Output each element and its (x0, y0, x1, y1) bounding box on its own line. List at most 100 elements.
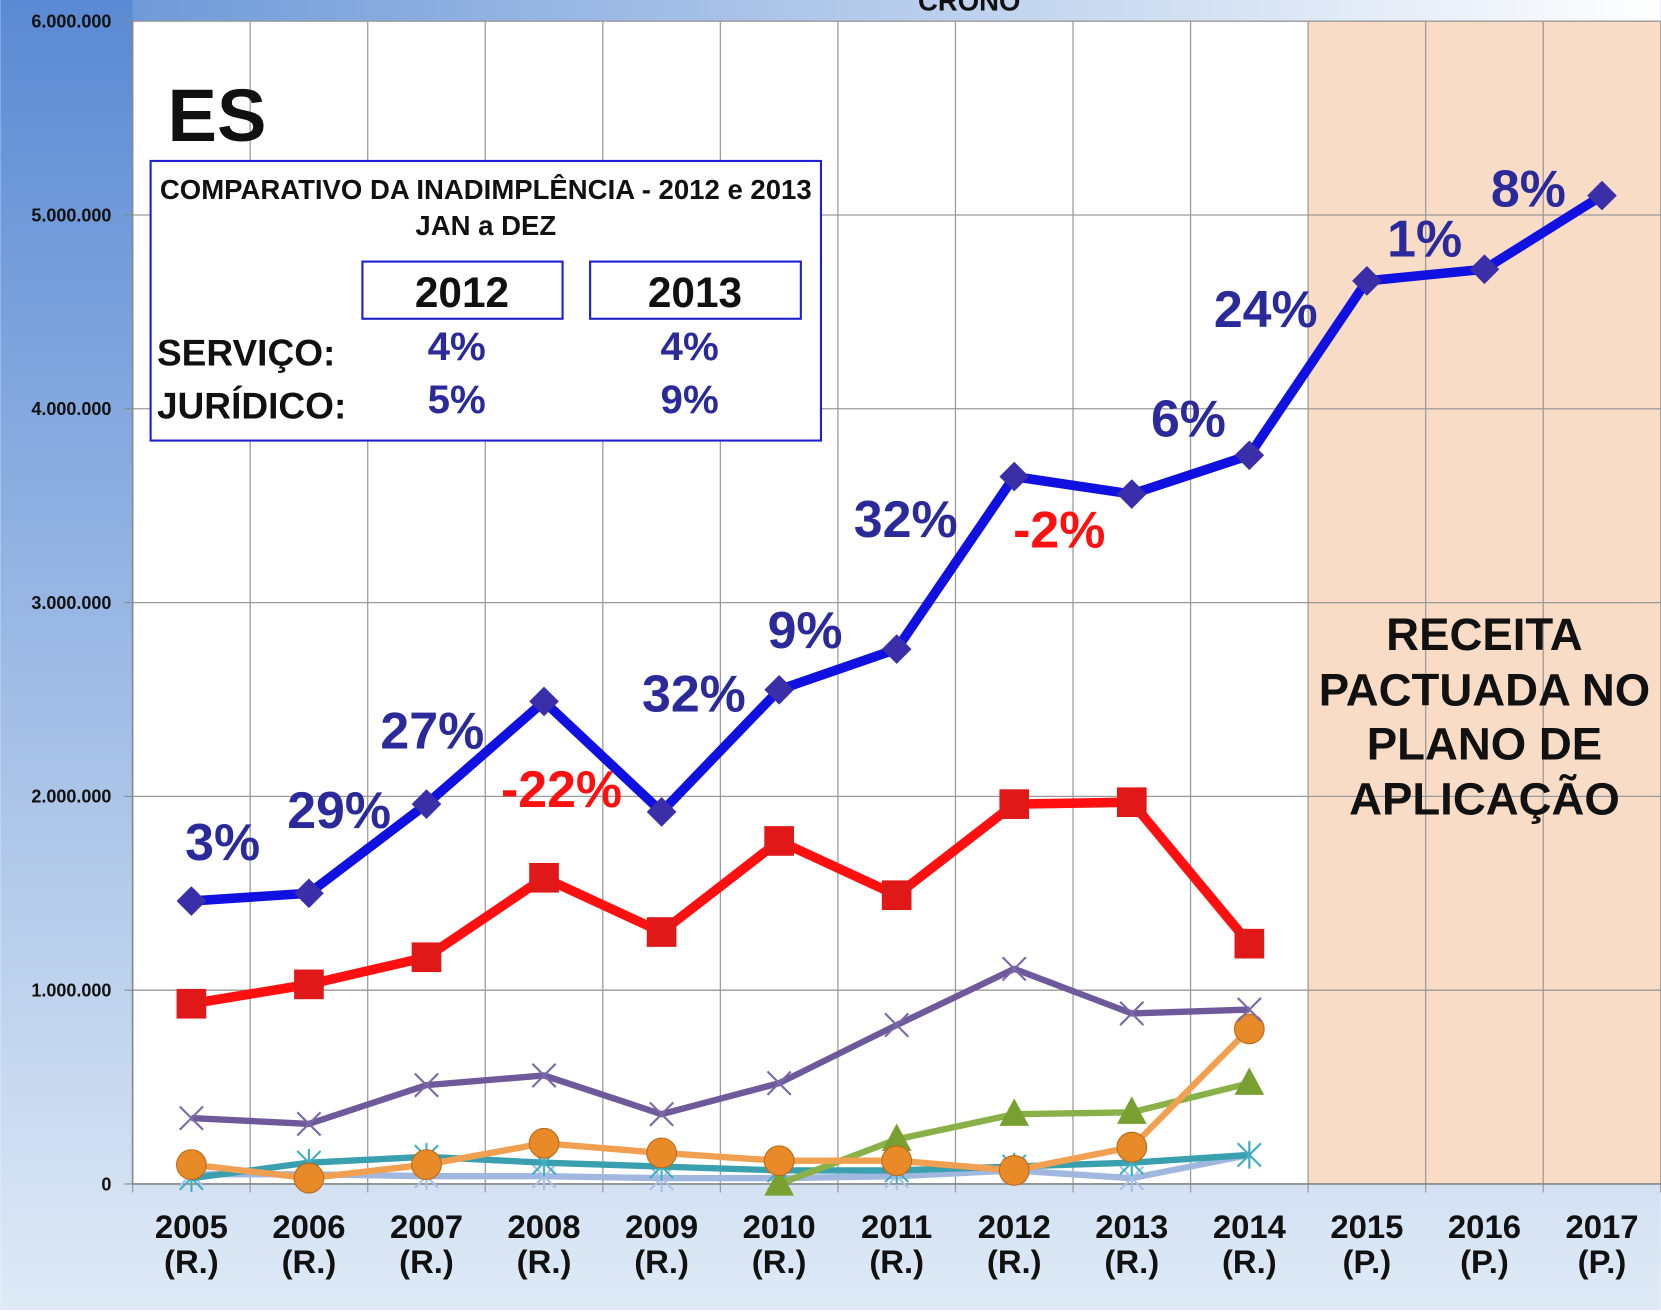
column-box (361, 260, 564, 320)
y-tick-label: 4.000.000 (31, 399, 111, 419)
table-row-label: JURÍDICO: (157, 384, 346, 426)
table-cell: 4% (428, 324, 486, 369)
table-cell: 4% (661, 324, 719, 369)
table-row-label: SERVIÇO: (157, 331, 335, 373)
region-label: ES (168, 74, 267, 157)
annotation: 32% (854, 490, 958, 548)
x-tick-label-box: 2005 (R.) (154, 1210, 228, 1280)
marker (294, 969, 324, 1000)
table-column: 2012 (415, 269, 509, 316)
annotation: -2% (1013, 501, 1105, 559)
marker (881, 1123, 912, 1152)
marker (293, 1162, 325, 1194)
annotation: -22% (501, 760, 622, 818)
column-box (589, 260, 802, 320)
marker (998, 1155, 1030, 1186)
annotation: 24% (1214, 280, 1318, 338)
x-tick-label: 2013 (R.) (1095, 1210, 1169, 1280)
x-tick-label-box: 2006 (R.) (272, 1210, 346, 1280)
x-tick-label: 2005 (R.) (154, 1210, 228, 1280)
table-cell: 5% (428, 377, 486, 422)
x-tick-label: 2012 (R.) (977, 1210, 1051, 1280)
marker (1116, 479, 1147, 509)
marker (1233, 1013, 1265, 1045)
series-line (190, 1151, 1250, 1182)
y-tick-label: 3.000.000 (31, 593, 111, 613)
marker (1587, 180, 1617, 211)
annotation: 29% (287, 781, 391, 839)
projection-text: RECEITA PACTUADA NO PLANO DE APLICAÇÃO (1318, 609, 1651, 825)
x-tick-label-box: 2011 (R.) (861, 1210, 933, 1280)
marker (763, 1145, 795, 1177)
series-line (191, 1026, 1252, 1182)
annotation: 1% (1387, 209, 1462, 267)
y-tick-label: 1.000.000 (31, 981, 111, 1001)
info-box (149, 159, 823, 442)
top-band (132, 0, 1661, 22)
x-tick-label: 2014 (R.) (1212, 1210, 1286, 1280)
y-tick-label: 0 (101, 1174, 111, 1194)
x-tick-label-box: 2012 (R.) (977, 1210, 1051, 1280)
table-title-box: COMPARATIVO DA INADIMPLÊNCIA - 2012 e 20… (159, 173, 812, 242)
y-tick-label: 5.000.000 (31, 205, 111, 225)
table-title: COMPARATIVO DA INADIMPLÊNCIA - 2012 e 20… (159, 173, 812, 242)
x-tick-label-box: 2014 (R.) (1212, 1210, 1286, 1280)
y-tick-label: 6.000.000 (31, 12, 111, 32)
series-line (190, 797, 1254, 1009)
x-tick-label: 2010 (R.) (742, 1210, 816, 1280)
marker (1234, 928, 1265, 959)
marker (1234, 1067, 1265, 1095)
marker (649, 1101, 674, 1127)
marker (764, 826, 794, 856)
x-tick-label: 2006 (R.) (272, 1210, 346, 1280)
chart-title: CRONO (918, 0, 1020, 17)
y-tick-label: 2.000.000 (31, 787, 111, 807)
marker (999, 461, 1030, 492)
table-cell: 9% (661, 377, 719, 422)
marker (1116, 787, 1147, 818)
x-tick-label: 2017 (P.) (1565, 1210, 1639, 1280)
marker (1469, 254, 1500, 285)
marker (411, 1149, 442, 1180)
marker (881, 880, 912, 911)
marker (176, 886, 207, 916)
annotation: 9% (768, 601, 843, 659)
x-tick-label-box: 2015 (P.) (1330, 1210, 1403, 1278)
annotation: 8% (1491, 160, 1566, 218)
marker (999, 1098, 1030, 1126)
marker (881, 1145, 913, 1177)
x-tick-label: 2007 (R.) (389, 1210, 464, 1280)
x-tick-label-box: 2017 (P.) (1565, 1210, 1639, 1280)
annotation: 3% (185, 813, 260, 871)
series-line (191, 1151, 1250, 1182)
marker (1001, 956, 1027, 982)
x-tick-label: 2016 (P.) (1447, 1210, 1521, 1280)
marker (884, 1012, 910, 1038)
annotation: 27% (380, 702, 484, 760)
marker (178, 1105, 204, 1131)
x-tick-label-box: 2009 (R.) (625, 1210, 699, 1280)
marker (414, 1072, 439, 1098)
table-column: 2013 (648, 269, 742, 316)
x-tick-label: 2009 (R.) (625, 1210, 699, 1280)
marker (1236, 1141, 1262, 1169)
marker (646, 917, 677, 947)
annotation: 6% (1151, 389, 1226, 447)
annotation: 32% (642, 665, 746, 723)
x-tick-label: 2011 (R.) (861, 1210, 933, 1280)
marker (1119, 1001, 1145, 1026)
series-line (191, 965, 1250, 1128)
marker (1116, 1131, 1148, 1163)
marker (411, 942, 442, 973)
marker (529, 862, 559, 893)
marker (999, 789, 1030, 819)
x-tick-label-box: 2008 (R.) (507, 1210, 581, 1280)
marker (646, 1137, 677, 1169)
x-tick-label-box: 2016 (P.) (1447, 1210, 1521, 1280)
marker (1236, 997, 1262, 1022)
x-tick-label-box: 2010 (R.) (742, 1210, 816, 1280)
marker (296, 1111, 322, 1137)
x-tick-label: 2008 (R.) (507, 1210, 581, 1280)
marker (764, 1168, 794, 1196)
